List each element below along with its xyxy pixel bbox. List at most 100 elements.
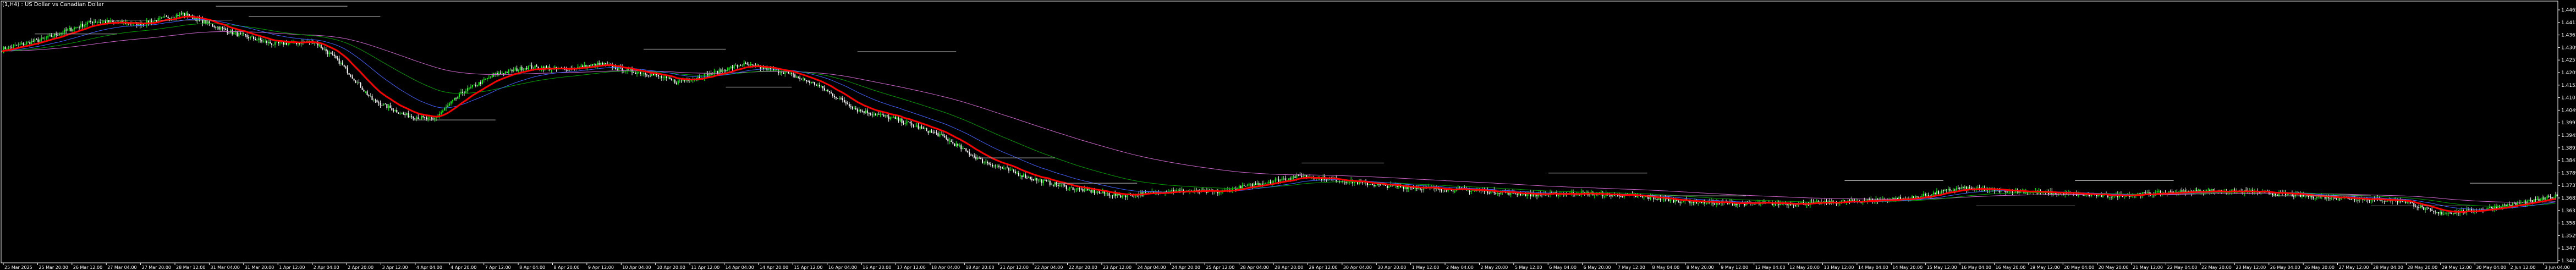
candle-body xyxy=(1530,192,1531,197)
candle-body xyxy=(1937,191,1939,194)
x-tick-label: 13 May 12:00 xyxy=(1823,265,1854,270)
candle-body xyxy=(980,158,982,159)
candle-body xyxy=(856,109,858,112)
candle-body xyxy=(2423,207,2425,210)
candle-body xyxy=(819,85,821,87)
candle-body xyxy=(519,67,521,70)
candle-body xyxy=(495,73,496,75)
candle-body xyxy=(960,145,962,150)
candle-body xyxy=(403,113,404,114)
candle-body xyxy=(750,64,751,66)
candle-body xyxy=(704,74,705,78)
x-tick-label: 20 May 20:00 xyxy=(2099,265,2129,270)
candle-body xyxy=(1942,190,1944,191)
candle-body xyxy=(358,82,360,83)
candle-body xyxy=(1125,195,1127,197)
candle-body xyxy=(343,65,345,67)
x-tick-label: 28 May 20:00 xyxy=(2407,265,2437,270)
candle-body xyxy=(1301,175,1303,177)
candle-body xyxy=(1849,200,1850,202)
candle-body xyxy=(760,67,761,69)
candle-body xyxy=(551,69,552,70)
x-tick-label: 22 Apr 04:00 xyxy=(1034,265,1063,270)
candle-body xyxy=(1498,193,1500,194)
candle-body xyxy=(475,85,476,86)
candle-body xyxy=(822,86,823,89)
candle-body xyxy=(2436,212,2438,213)
candle-body xyxy=(13,45,14,48)
candle-body xyxy=(1678,201,1679,202)
candle-body xyxy=(506,71,508,73)
candle-body xyxy=(41,37,42,40)
y-tick-label: 1.37895 xyxy=(2561,170,2576,176)
candle-body xyxy=(751,64,753,65)
x-tick-label: 14 Apr 04:00 xyxy=(726,265,754,270)
candle-body xyxy=(37,39,39,42)
x-tick-label: 15 Apr 12:00 xyxy=(794,265,822,270)
candle-body xyxy=(926,128,927,131)
candle-body xyxy=(2357,200,2359,201)
candle-body xyxy=(885,115,886,117)
candle-body xyxy=(1416,188,1418,189)
candle-body xyxy=(1791,203,1793,206)
candle-body xyxy=(61,32,62,34)
candle-body xyxy=(182,13,184,14)
candle-body xyxy=(964,148,965,149)
candle-body xyxy=(661,76,662,78)
x-tick-label: 17 Apr 12:00 xyxy=(897,265,926,270)
candle-body xyxy=(2291,193,2293,196)
candle-body xyxy=(806,80,808,81)
candle-body xyxy=(871,114,873,115)
candle-body xyxy=(843,100,845,102)
candle-body xyxy=(1898,197,1900,201)
y-tick-label: 1.44655 xyxy=(2561,8,2576,13)
candle-body xyxy=(268,42,270,43)
candle-body xyxy=(1176,190,1178,192)
candle-body xyxy=(1518,192,1520,195)
candle-body xyxy=(783,73,784,74)
candle-body xyxy=(755,65,756,66)
candle-body xyxy=(858,109,860,112)
candle-body xyxy=(317,42,318,46)
candle-body xyxy=(52,36,54,37)
candle-body xyxy=(951,140,952,142)
candle-body xyxy=(924,128,926,129)
candle-body xyxy=(21,43,23,45)
candle-body xyxy=(1289,178,1291,180)
candle-body xyxy=(222,27,223,29)
candle-body xyxy=(2489,206,2490,208)
candle-body xyxy=(1376,184,1378,185)
candle-body xyxy=(2369,200,2370,201)
candle-body xyxy=(1118,193,1120,196)
candle-body xyxy=(1957,188,1959,189)
candle-body xyxy=(886,115,888,117)
y-tick-label: 1.34255 xyxy=(2561,258,2576,264)
candle-body xyxy=(19,44,21,45)
candle-body xyxy=(2025,191,2026,194)
candle-body xyxy=(712,74,713,75)
candle-body xyxy=(763,67,765,69)
candle-body xyxy=(638,72,640,73)
candle-body xyxy=(1510,191,1512,195)
candle-body xyxy=(273,45,274,46)
candle-body xyxy=(426,117,427,119)
candle-body xyxy=(878,114,880,115)
x-tick-label: 30 Apr 04:00 xyxy=(1343,265,1372,270)
x-tick-label: 15 May 12:00 xyxy=(1927,265,1957,270)
candle-body xyxy=(179,13,180,16)
candle-body xyxy=(151,21,152,23)
x-tick-label: 27 May 12:00 xyxy=(2339,265,2369,270)
candle-body xyxy=(356,82,358,83)
candle-body xyxy=(1842,200,1844,201)
candle-body xyxy=(501,73,503,74)
candle-body xyxy=(2495,206,2497,209)
x-tick-label: 18 Apr 20:00 xyxy=(965,265,994,270)
candle-body xyxy=(1535,194,1536,196)
ma-mid-line xyxy=(2,23,2556,207)
candle-body xyxy=(1735,203,1737,206)
candle-body xyxy=(852,107,853,109)
candle-body xyxy=(1924,194,1926,196)
candle-body xyxy=(1084,188,1085,192)
candle-body xyxy=(1655,199,1656,200)
